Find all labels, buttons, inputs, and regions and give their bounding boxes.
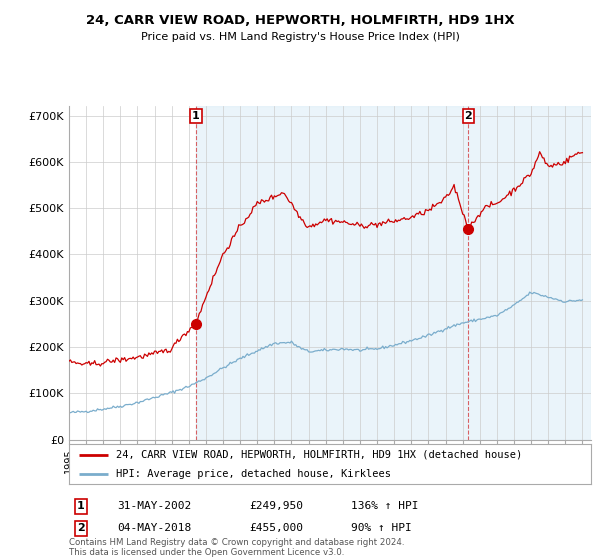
Text: 2: 2	[77, 523, 85, 533]
Text: 24, CARR VIEW ROAD, HEPWORTH, HOLMFIRTH, HD9 1HX: 24, CARR VIEW ROAD, HEPWORTH, HOLMFIRTH,…	[86, 14, 514, 27]
Text: 31-MAY-2002: 31-MAY-2002	[117, 501, 191, 511]
Text: £455,000: £455,000	[249, 523, 303, 533]
Text: 1: 1	[77, 501, 85, 511]
Text: HPI: Average price, detached house, Kirklees: HPI: Average price, detached house, Kirk…	[116, 469, 391, 478]
Text: 24, CARR VIEW ROAD, HEPWORTH, HOLMFIRTH, HD9 1HX (detached house): 24, CARR VIEW ROAD, HEPWORTH, HOLMFIRTH,…	[116, 450, 522, 460]
Bar	[579, 106, 591, 440]
Text: 136% ↑ HPI: 136% ↑ HPI	[351, 501, 419, 511]
Text: 90% ↑ HPI: 90% ↑ HPI	[351, 523, 412, 533]
Text: 2: 2	[464, 111, 472, 122]
Text: 1: 1	[192, 111, 200, 122]
Bar	[196, 106, 591, 440]
Text: 04-MAY-2018: 04-MAY-2018	[117, 523, 191, 533]
Text: Price paid vs. HM Land Registry's House Price Index (HPI): Price paid vs. HM Land Registry's House …	[140, 32, 460, 43]
Text: £249,950: £249,950	[249, 501, 303, 511]
Text: Contains HM Land Registry data © Crown copyright and database right 2024.
This d: Contains HM Land Registry data © Crown c…	[69, 538, 404, 557]
